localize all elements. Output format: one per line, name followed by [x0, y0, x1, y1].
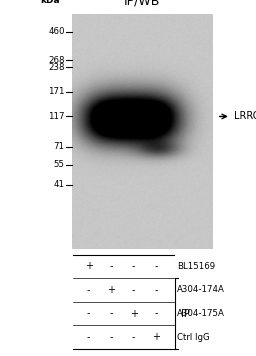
Text: IP: IP — [181, 309, 190, 319]
Text: -: - — [109, 261, 113, 271]
Text: LRRC8A: LRRC8A — [233, 111, 256, 121]
Text: -: - — [87, 332, 90, 342]
Text: 238: 238 — [48, 63, 65, 72]
Text: -: - — [132, 285, 135, 295]
Text: A304-174A: A304-174A — [177, 286, 225, 294]
Text: 171: 171 — [48, 87, 65, 96]
Text: 41: 41 — [54, 180, 65, 189]
Text: 55: 55 — [54, 160, 65, 169]
Text: -: - — [154, 285, 158, 295]
Text: 71: 71 — [54, 142, 65, 152]
Text: -: - — [154, 261, 158, 271]
Text: -: - — [132, 332, 135, 342]
Text: -: - — [87, 285, 90, 295]
Text: +: + — [84, 261, 93, 271]
Text: 460: 460 — [48, 27, 65, 36]
Text: IP/WB: IP/WB — [124, 0, 160, 7]
Text: -: - — [109, 332, 113, 342]
Text: 117: 117 — [48, 112, 65, 121]
Text: +: + — [130, 309, 138, 319]
Text: -: - — [87, 309, 90, 319]
Text: BL15169: BL15169 — [177, 262, 215, 271]
Text: kDa: kDa — [41, 0, 60, 5]
Text: -: - — [154, 309, 158, 319]
Text: Ctrl IgG: Ctrl IgG — [177, 333, 210, 342]
Text: -: - — [109, 309, 113, 319]
Text: +: + — [152, 332, 160, 342]
Text: 268: 268 — [48, 56, 65, 64]
Text: A304-175A: A304-175A — [177, 309, 225, 318]
Text: -: - — [132, 261, 135, 271]
Text: +: + — [107, 285, 115, 295]
